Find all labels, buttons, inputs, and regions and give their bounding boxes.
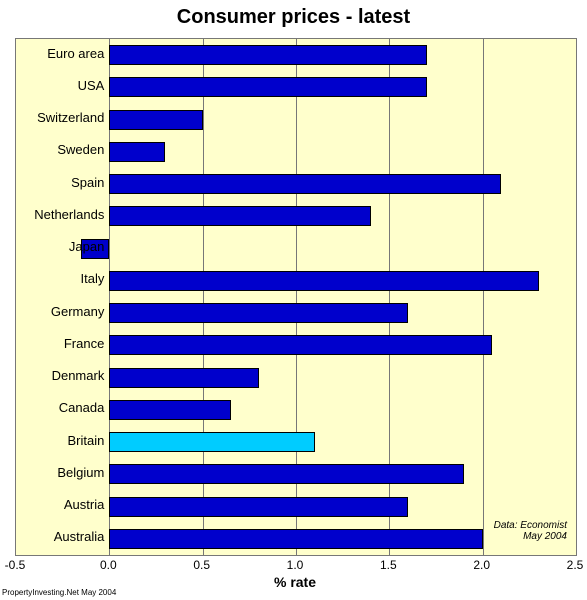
bar — [109, 45, 426, 65]
category-label: Australia — [17, 529, 104, 544]
category-label: Belgium — [17, 465, 104, 480]
credit-line-1: Data: Economist — [494, 520, 567, 531]
x-tick-label: 1.5 — [380, 558, 397, 572]
bar — [109, 400, 230, 420]
category-label: Netherlands — [17, 207, 104, 222]
bar — [109, 206, 370, 226]
category-label: Denmark — [17, 368, 104, 383]
bar — [109, 529, 482, 549]
chart-title: Consumer prices - latest — [0, 6, 587, 29]
chart-canvas: Consumer prices - latest % rate Data: Ec… — [0, 0, 587, 600]
bar — [109, 174, 501, 194]
category-label: Germany — [17, 304, 104, 319]
category-label: Japan — [17, 239, 104, 254]
bar — [109, 77, 426, 97]
bar — [109, 303, 408, 323]
gridline — [483, 39, 484, 555]
credit-line-2: May 2004 — [523, 531, 567, 542]
bar — [109, 464, 464, 484]
bar — [109, 110, 202, 130]
bar — [109, 497, 408, 517]
category-label: Italy — [17, 271, 104, 286]
bar — [109, 142, 165, 162]
x-tick-label: 1.0 — [287, 558, 304, 572]
x-tick-label: -0.5 — [5, 558, 26, 572]
bar — [109, 335, 492, 355]
bar — [109, 271, 538, 291]
category-label: France — [17, 336, 104, 351]
x-tick-label: 2.0 — [473, 558, 490, 572]
category-label: Euro area — [17, 46, 104, 61]
footer-credit: PropertyInvesting.Net May 2004 — [2, 588, 116, 597]
category-label: Spain — [17, 175, 104, 190]
bar — [109, 368, 258, 388]
category-label: Austria — [17, 497, 104, 512]
category-label: Britain — [17, 433, 104, 448]
category-label: Canada — [17, 400, 104, 415]
x-tick-label: 2.5 — [567, 558, 584, 572]
data-source-credit: Data: Economist May 2004 — [494, 520, 567, 542]
bar — [109, 432, 314, 452]
category-label: Switzerland — [17, 110, 104, 125]
x-tick-label: 0.5 — [193, 558, 210, 572]
category-label: Sweden — [17, 142, 104, 157]
category-label: USA — [17, 78, 104, 93]
x-tick-label: 0.0 — [100, 558, 117, 572]
